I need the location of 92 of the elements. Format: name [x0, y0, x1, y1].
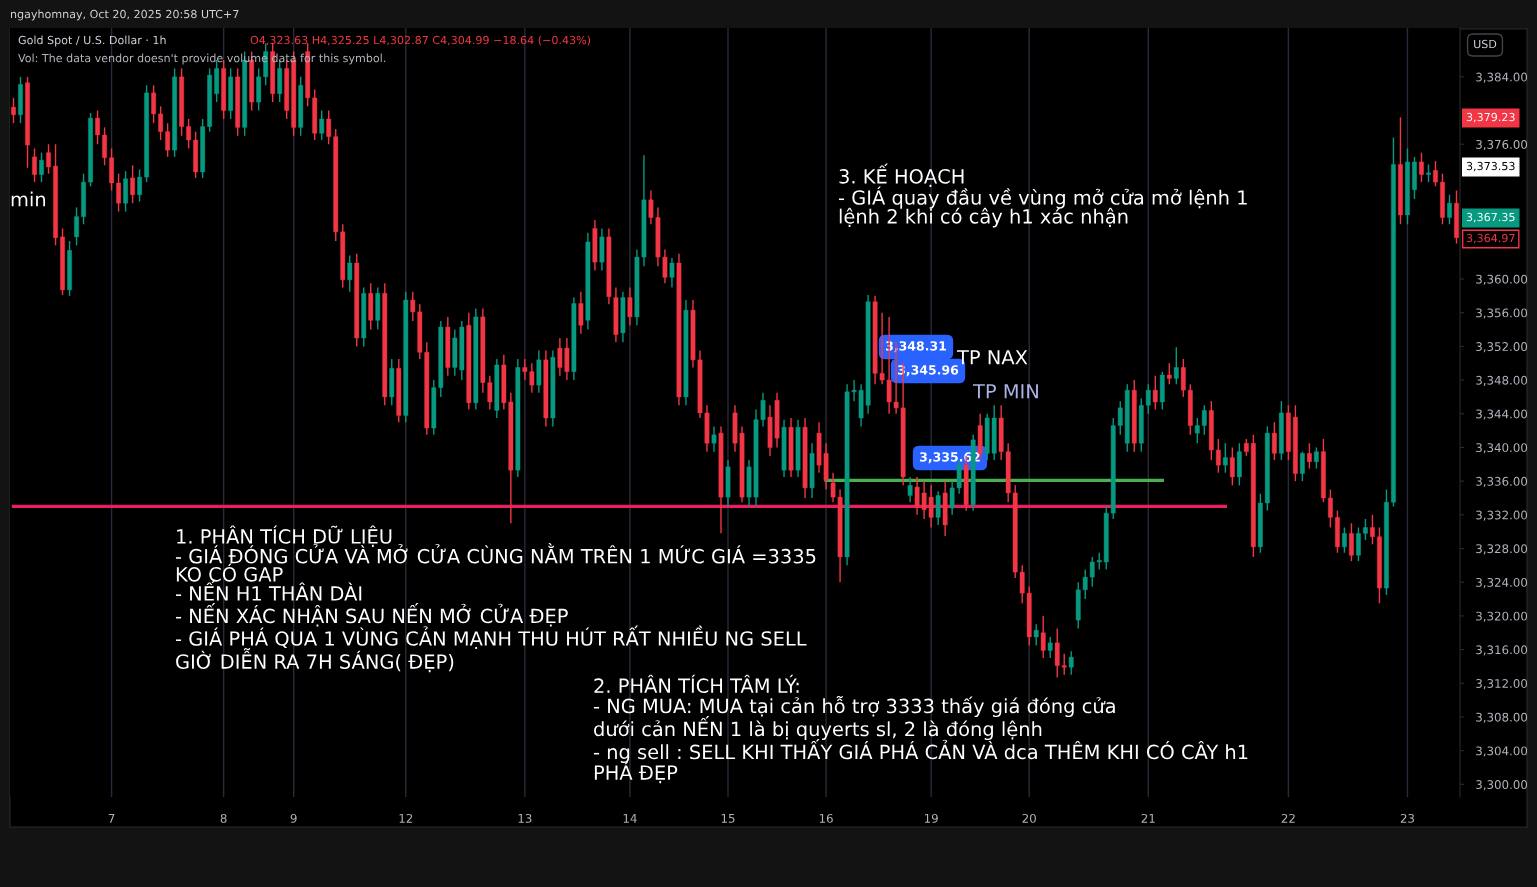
annotation: 1. PHÂN TÍCH DỮ LIỆU - GIÁ ĐÓNG CỬA VÀ MỞ CỬA CÙNG NẰM TRÊN 1 MỨC GIÁ =3335 KO CÓ GAP - NẾN H1 THÂN DÀI - NẾN XÁC NHẬN SAU NẾN MỞ CỬA ĐẸP - GIÁ PHÁ QUA 1 VÙNG CẢN MẠNH THU HÚT RẤT NHIỀU NG SELL GIỜ DIỄN RA 7H SÁNG( ĐẸP)	[175, 525, 816, 673]
y-tick-label: 3,332.00	[1476, 510, 1528, 521]
y-tick-label: 3,308.00	[1476, 712, 1528, 723]
x-tick-label: 7	[108, 814, 115, 823]
text: 3,364.97	[1466, 233, 1515, 244]
x-tick-label: 20	[1022, 813, 1036, 823]
y-tick-label: 3,360.00	[1476, 274, 1528, 285]
y-tick-label: 3,300.00	[1476, 780, 1528, 791]
candlestick	[186, 118, 191, 150]
text: Gold Spot / U.S. Dollar · 1h	[18, 35, 166, 47]
y-tick-label: 3,352.00	[1476, 342, 1528, 353]
candlestick	[39, 151, 44, 183]
text: ngayhomnay, Oct 20, 2025 20:58 UTC+7	[11, 9, 239, 21]
y-axis-title: USD	[1474, 39, 1497, 49]
candlestick	[102, 126, 107, 166]
y-tick-label: 3,348.00	[1476, 375, 1528, 386]
x-tick-label: 19	[924, 813, 938, 823]
candlestick	[95, 109, 100, 145]
candlestick	[1300, 450, 1305, 482]
candlestick	[1033, 623, 1039, 647]
candlestick	[1363, 518, 1368, 541]
y-tick-label: 3,336.00	[1476, 476, 1528, 487]
candlestick	[1419, 151, 1424, 183]
candlestick	[1152, 375, 1158, 411]
y-tick-label: 3,328.00	[1476, 544, 1528, 555]
x-tick-label: 21	[1141, 813, 1155, 823]
y-tick-label: 3,376.00	[1476, 139, 1528, 151]
candlestick	[1194, 417, 1200, 444]
candlestick	[1166, 362, 1172, 385]
y-tick-label: 3,340.00	[1476, 443, 1528, 454]
candlestick	[578, 290, 584, 335]
y-tick-label: 3,304.00	[1476, 746, 1528, 757]
candlestick	[1271, 421, 1277, 461]
candlestick	[1215, 438, 1221, 474]
candlestick	[1222, 442, 1228, 474]
candlestick	[627, 286, 633, 327]
x-tick-label: 23	[1400, 813, 1415, 823]
candlestick	[1068, 650, 1074, 676]
x-tick-label: 12	[399, 813, 413, 823]
candlestick	[11, 97, 16, 124]
y-tick-label: 3,344.00	[1476, 409, 1528, 420]
candlestick	[669, 257, 675, 289]
candlestick	[1447, 194, 1452, 225]
y-tick-label: 3,324.00	[1476, 577, 1528, 589]
candlestick	[1047, 636, 1053, 659]
candlestick	[711, 425, 717, 453]
text: 3,373.53	[1466, 161, 1515, 172]
candlestick	[1307, 442, 1312, 470]
candlestick	[935, 490, 941, 526]
candlestick	[116, 173, 121, 213]
x-tick-label: 13	[518, 813, 532, 823]
text: 3,367.35	[1466, 212, 1515, 223]
candlestick	[137, 168, 142, 203]
x-tick-label: 8	[220, 813, 227, 823]
y-tick-label: 3,312.00	[1476, 679, 1528, 690]
candlestick	[165, 122, 170, 158]
y-tick-label: 3,320.00	[1476, 611, 1528, 622]
candlestick	[1040, 615, 1046, 659]
candlestick	[46, 143, 51, 175]
y-tick-label: 3,384.00	[1476, 72, 1528, 83]
candlestick	[319, 109, 325, 141]
candlestick	[158, 105, 163, 141]
candlestick	[1356, 526, 1361, 562]
candlestick	[347, 254, 353, 293]
candlestick	[1370, 514, 1375, 546]
candlestick	[151, 84, 156, 124]
annotation: 3. KẾ HOẠCH - GIÁ quay đầu về vùng mở cửa mở lệnh 1 lệnh 2 khi có cây h1 xác nhận	[838, 163, 1247, 228]
candlestick	[1314, 446, 1319, 470]
candlestick	[1201, 404, 1207, 436]
candlestick	[1173, 346, 1179, 385]
annotation: TP MIN	[972, 384, 1038, 399]
y-tick-label: 3,356.00	[1476, 308, 1528, 319]
x-tick-label: 9	[290, 813, 297, 823]
candlestick	[1433, 160, 1438, 188]
y-tick-label: 3,316.00	[1476, 645, 1528, 656]
candlestick	[907, 476, 913, 503]
annotation: 2. PHÂN TÍCH TÂM LÝ: - NG MUA: MUA tại cản hỗ trợ 3333 thấy giá đóng cửa dưới cản NẾN 1 là bị quyerts sl, 2 là đóng lệnh - ng sell : SELL KHI THẤY GIÁ PHÁ CẢN VÀ dca THÊM KHI CÓ CÂY h1 PHÁ ĐẸP	[593, 674, 1248, 784]
x-tick-label: 15	[721, 814, 735, 823]
candlestick	[1229, 446, 1235, 487]
text: 3,379.23	[1466, 112, 1515, 123]
annotation: min	[11, 191, 46, 207]
annotation: TP NAX	[956, 350, 1028, 365]
text: O4,323.63 H4,325.25 L4,302.87 C4,304.99 −18.64 (−0.43%)	[250, 35, 591, 46]
candlestick	[32, 147, 37, 183]
candlestick	[1349, 522, 1354, 562]
x-tick-label: 14	[623, 814, 637, 823]
x-tick-label: 22	[1281, 813, 1295, 823]
candlestick	[1342, 526, 1347, 554]
x-tick-label: 16	[819, 813, 833, 823]
candlestick	[1328, 488, 1333, 529]
candlestick	[74, 206, 79, 247]
candlestick	[130, 164, 135, 204]
